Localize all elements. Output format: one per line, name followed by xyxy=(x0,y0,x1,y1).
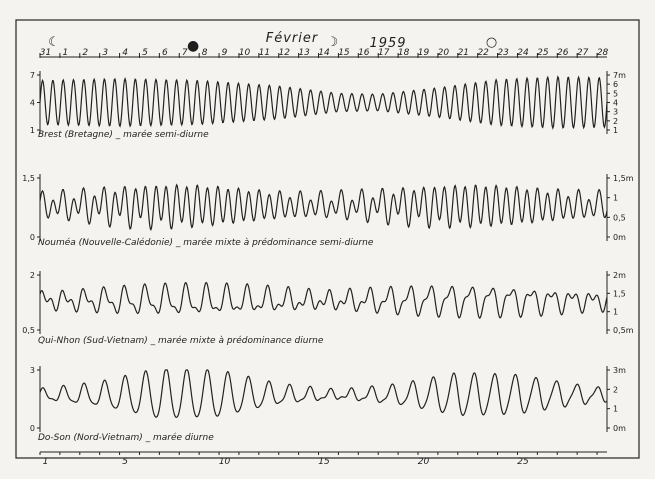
top-day-label: 17 xyxy=(378,48,390,58)
panel-1-right-tick-label: 1 xyxy=(613,126,618,135)
panel-2-caption: Nouméa (Nouvelle-Calédonie) _ marée mixt… xyxy=(38,237,374,248)
top-day-label: 14 xyxy=(318,48,330,58)
panel-1-right-tick-label: 4 xyxy=(613,99,618,108)
panel-3-left-tick-label: 2 xyxy=(30,271,35,280)
top-day-label: 11 xyxy=(259,48,270,58)
top-day-label: 9 xyxy=(222,48,228,58)
panel-1-left-tick-label: 7 xyxy=(30,71,35,80)
panel-4-caption: Do-Son (Nord-Vietnam) _ marée diurne xyxy=(38,432,214,443)
panel-3-right-tick-label: 0,5m xyxy=(613,326,634,335)
bottom-day-label: 20 xyxy=(418,457,430,467)
panel-4-right-tick-label: 0m xyxy=(613,424,626,433)
panel-3-right-tick-label: 1,5 xyxy=(613,289,626,298)
top-day-label: 21 xyxy=(458,48,469,58)
top-day-label: 26 xyxy=(557,48,569,58)
chart-title: Février xyxy=(266,31,319,46)
panel-1-caption: Brest (Bretagne) _ marée semi-diurne xyxy=(38,129,209,140)
top-day-label: 8 xyxy=(202,48,208,58)
top-day-label: 10 xyxy=(239,48,251,58)
panel-1-tide-curve xyxy=(39,75,608,130)
last-quarter-icon: ☾ xyxy=(48,35,60,50)
panel-4-right-tick-label: 1 xyxy=(613,405,618,414)
top-day-label: 1 xyxy=(63,48,69,58)
panel-4-right-tick-label: 2 xyxy=(613,385,618,394)
panel-2-right-tick-label: 1 xyxy=(613,194,618,203)
panel-1-right-tick-label: 7m xyxy=(613,71,626,80)
panel-1-right-tick-label: 6 xyxy=(613,80,618,89)
top-day-label: 4 xyxy=(122,48,128,58)
panel-3-tide-curve xyxy=(39,281,608,319)
top-day-label: 3 xyxy=(102,48,108,58)
panel-2-right-tick-label: 1,5m xyxy=(613,174,634,183)
bottom-day-label: 10 xyxy=(219,457,231,467)
panel-4-left-tick-label: 3 xyxy=(30,366,35,375)
panel-1-left-tick-label: 4 xyxy=(30,99,35,108)
top-day-label: 20 xyxy=(438,48,450,58)
panel-2-left-tick-label: 1,5 xyxy=(22,174,35,183)
top-day-label: 23 xyxy=(497,48,509,58)
top-day-label: 27 xyxy=(577,48,589,58)
panel-2-tide-curve xyxy=(39,183,608,232)
panel-2-right-tick-label: 0,5 xyxy=(613,213,626,222)
top-day-label: 5 xyxy=(142,48,148,58)
frame-border xyxy=(15,19,640,459)
top-day-label: 7 xyxy=(182,48,188,58)
first-quarter-icon: ☽ xyxy=(327,35,339,50)
panel-1-right-tick-label: 3 xyxy=(613,108,618,117)
chart-marks: 31 1 2 3 4 5 6 7 8 9 10 11 12 13 14 15 16 17 18 19 20 21 22 23 2… xyxy=(22,35,633,467)
panel-1-right-tick-label: 5 xyxy=(613,89,618,98)
bottom-day-label: 25 xyxy=(517,457,529,467)
panel-3-caption: Qui-Nhon (Sud-Vietnam) _ marée mixte à p… xyxy=(38,335,324,346)
top-day-label: 18 xyxy=(398,48,410,58)
panel-1-left-tick-label: 1 xyxy=(30,126,35,135)
chart-year: 1959 xyxy=(369,36,406,51)
top-day-label: 13 xyxy=(298,48,310,58)
top-day-label: 19 xyxy=(418,48,430,58)
panel-3-left-tick-label: 0,5 xyxy=(22,326,35,335)
bottom-day-label: 15 xyxy=(318,457,330,467)
top-day-label: 16 xyxy=(358,48,370,58)
bottom-day-label: 5 xyxy=(122,457,128,467)
top-day-label: 22 xyxy=(477,48,489,58)
panel-4-tide-curve xyxy=(39,369,608,418)
panel-4-left-tick-label: 0 xyxy=(30,424,35,433)
panel-1-right-tick-label: 2 xyxy=(613,117,618,126)
new-moon-icon: ● xyxy=(187,38,199,54)
bottom-day-label: 1 xyxy=(43,457,49,467)
top-day-label: 28 xyxy=(597,48,609,58)
top-day-label: 15 xyxy=(338,48,350,58)
top-day-label: 2 xyxy=(82,48,88,58)
panel-2-right-tick-label: 0m xyxy=(613,233,626,242)
panel-3-right-tick-label: 2m xyxy=(613,271,626,280)
top-day-label: 12 xyxy=(279,48,291,58)
panel-3-right-tick-label: 1 xyxy=(613,308,618,317)
top-day-label: 6 xyxy=(162,48,168,58)
top-day-label: 25 xyxy=(537,48,549,58)
top-day-label: 31 xyxy=(40,48,51,58)
top-day-label: 24 xyxy=(517,48,529,58)
panel-2-left-tick-label: 0 xyxy=(30,233,35,242)
full-moon-icon: ○ xyxy=(486,35,497,50)
panel-4-right-tick-label: 3m xyxy=(613,366,626,375)
